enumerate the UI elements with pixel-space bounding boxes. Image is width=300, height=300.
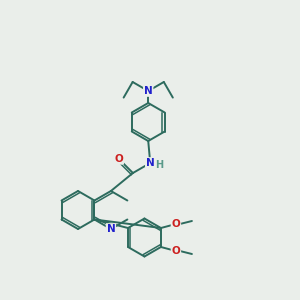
Text: O: O bbox=[172, 246, 180, 256]
Text: H: H bbox=[155, 160, 163, 170]
Text: N: N bbox=[144, 86, 153, 96]
Text: N: N bbox=[146, 158, 154, 168]
Text: N: N bbox=[106, 224, 115, 234]
Text: O: O bbox=[114, 154, 123, 164]
Text: O: O bbox=[172, 219, 180, 229]
